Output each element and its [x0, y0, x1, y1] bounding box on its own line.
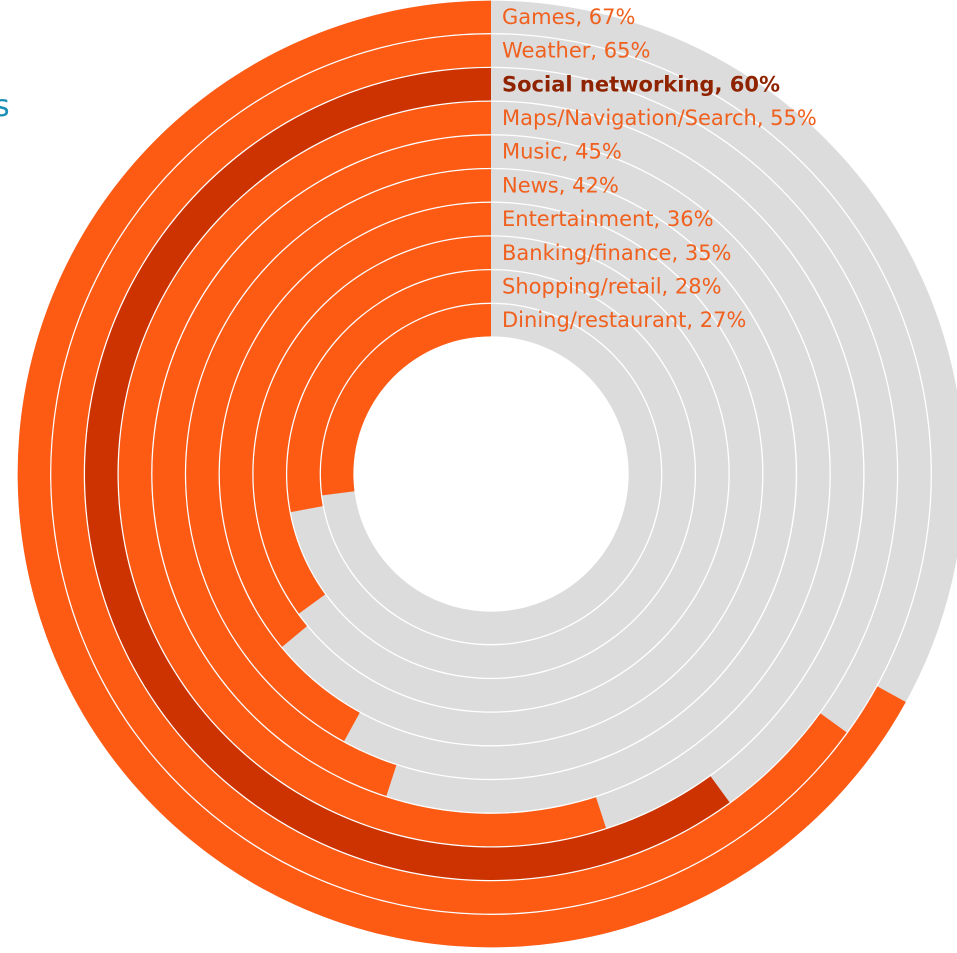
- bar-dining-restaurant: [320, 303, 491, 496]
- cropped-edge-text: s: [0, 89, 10, 124]
- label-news: News, 42%: [502, 173, 619, 197]
- label-games: Games, 67%: [502, 5, 636, 29]
- bar-entertainment: [219, 202, 491, 647]
- label-entertainment: Entertainment, 36%: [502, 207, 714, 231]
- label-music: Music, 45%: [502, 140, 622, 164]
- label-shopping-retail: Shopping/retail, 28%: [502, 274, 722, 298]
- label-dining-restaurant: Dining/restaurant, 27%: [502, 308, 746, 332]
- bar-banking-finance: [253, 236, 491, 614]
- bar-music: [152, 135, 491, 796]
- label-social-networking: Social networking, 60%: [502, 72, 780, 96]
- bar-shopping-retail: [287, 270, 491, 513]
- label-banking-finance: Banking/finance, 35%: [502, 241, 732, 265]
- label-weather: Weather, 65%: [502, 39, 650, 63]
- bar-news: [186, 169, 491, 742]
- label-maps-navigation-search: Maps/Navigation/Search, 55%: [502, 106, 817, 130]
